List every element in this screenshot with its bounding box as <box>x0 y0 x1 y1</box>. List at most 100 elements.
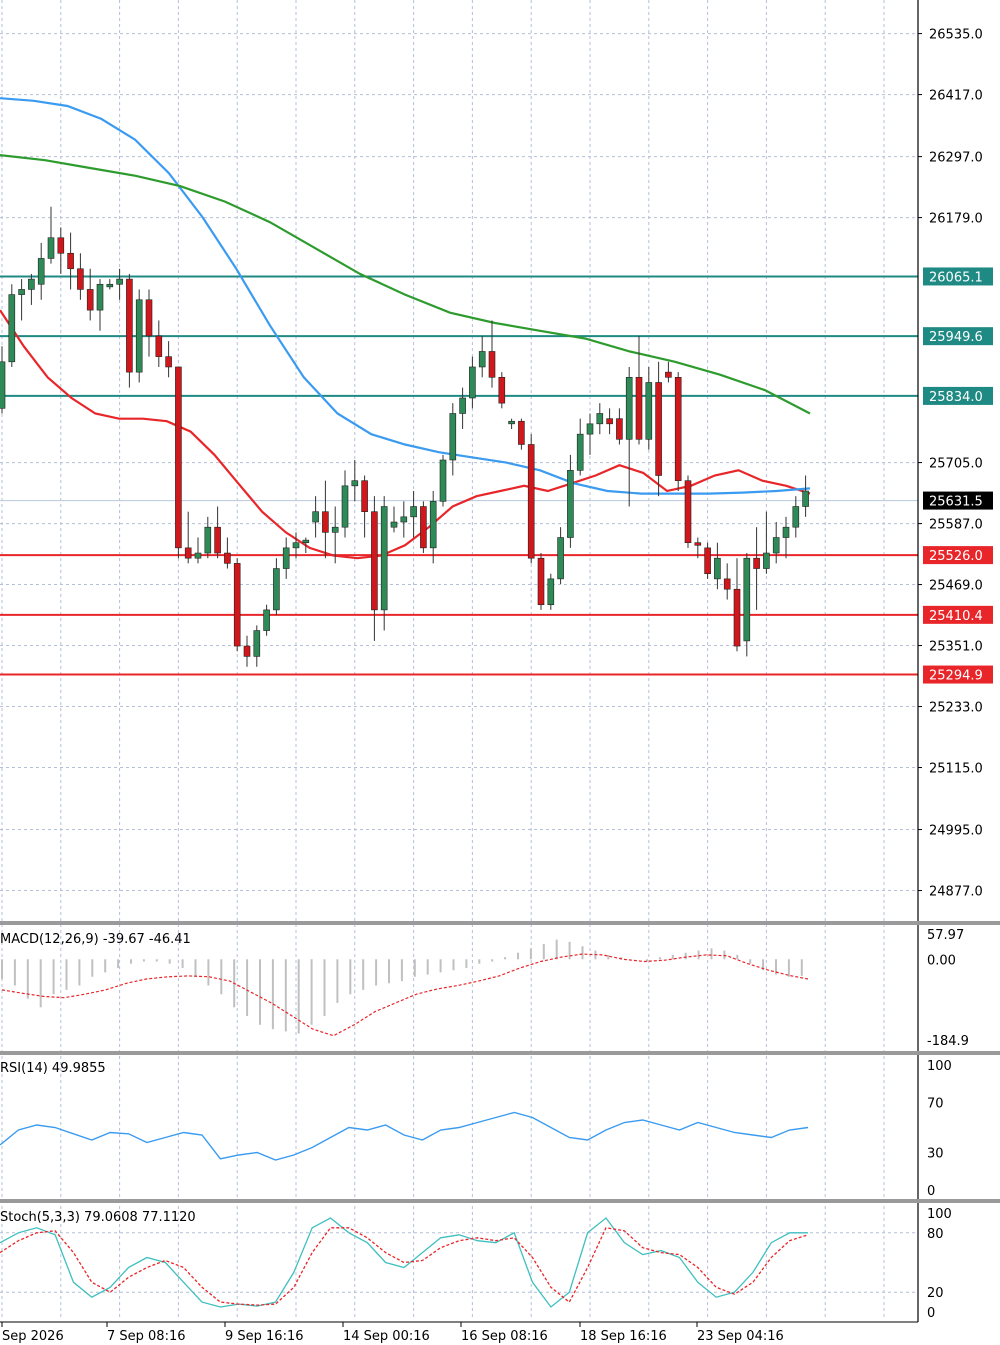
price-panel <box>0 97 918 676</box>
candle-bearish <box>527 444 535 559</box>
rsi-panel <box>0 1111 809 1161</box>
candle-bullish <box>302 539 310 543</box>
grid <box>0 0 918 1320</box>
candle-bearish <box>145 299 153 337</box>
support-price-tag <box>923 665 993 684</box>
candle-bullish <box>469 366 476 399</box>
candle-bearish <box>537 557 545 606</box>
rsi-tick-label: 100 <box>927 1059 952 1074</box>
candle-bearish <box>704 547 711 575</box>
candle-bullish <box>292 542 300 549</box>
candle-bullish <box>331 526 339 533</box>
candle-bullish <box>96 283 104 311</box>
price-tick-label: 25351.0 <box>929 640 983 655</box>
candle-bearish <box>77 268 84 290</box>
candle-bearish <box>733 588 741 647</box>
price-tick-label: 24877.0 <box>929 885 983 900</box>
macd-signal-line <box>1 953 811 1037</box>
candle-bearish <box>86 289 94 311</box>
candle-bullish <box>351 480 359 487</box>
x-tick-label: 14 Sep 00:16 <box>343 1329 430 1344</box>
candle-bearish <box>753 557 760 569</box>
candle-bullish <box>400 516 408 523</box>
x-tick-label: 9 Sep 16:16 <box>225 1329 304 1344</box>
support-price-label: 25410.4 <box>929 609 983 624</box>
candle-bearish <box>606 418 613 425</box>
price-tick-label: 26417.0 <box>929 89 983 104</box>
rsi-stoch-separator <box>0 1199 1000 1203</box>
candle-bullish <box>449 413 457 461</box>
candle-bearish <box>184 547 192 559</box>
candle-bullish <box>410 506 417 518</box>
stoch-main-line <box>0 1217 808 1308</box>
candle-bearish <box>674 377 682 481</box>
current-price-label: 25631.5 <box>929 495 983 510</box>
price-tick-label: 26179.0 <box>929 212 983 227</box>
macd-tick-label: 57.97 <box>927 928 964 943</box>
candle-bearish <box>175 366 182 549</box>
support-price-tag <box>923 546 993 565</box>
candle-bearish <box>635 377 643 440</box>
price-tick-label: 25587.0 <box>929 518 983 533</box>
moving-average-line <box>0 154 811 415</box>
candle-bullish <box>37 258 45 285</box>
candle-bullish <box>341 485 349 528</box>
candle-bullish <box>782 526 790 538</box>
candle-bullish <box>586 423 594 435</box>
moving-average-line <box>0 309 811 560</box>
candle-bearish <box>694 542 702 546</box>
support-price-label: 25294.9 <box>929 669 983 684</box>
resistance-price-tag <box>923 386 993 405</box>
candle-bearish <box>165 356 172 368</box>
candle-bullish <box>0 361 6 409</box>
candle-bearish <box>723 578 731 590</box>
macd-tick-label: -184.9 <box>927 1034 969 1049</box>
candle-bullish <box>802 490 809 507</box>
macd-title: MACD(12,26,9) -39.67 -46.41 <box>0 932 191 947</box>
candle-bullish <box>194 552 202 559</box>
candle-bearish <box>488 351 496 378</box>
macd-rsi-separator <box>0 1051 1000 1055</box>
x-tick-label: 7 Sep 08:16 <box>107 1329 186 1344</box>
support-price-tag <box>923 605 993 624</box>
price-tick-label: 25705.0 <box>929 457 983 472</box>
support-price-label: 25526.0 <box>929 549 983 564</box>
candle-bullish <box>263 609 270 631</box>
candle-bearish <box>155 335 163 357</box>
candle-bearish <box>655 382 662 476</box>
price-tick-label: 26297.0 <box>929 151 983 166</box>
candle-bearish <box>665 371 672 378</box>
stoch-tick-label: 0 <box>927 1306 935 1321</box>
candle-bullish <box>547 578 555 606</box>
price-tick-label: 25469.0 <box>929 579 983 594</box>
candle-bearish <box>224 552 231 564</box>
candle-bullish <box>439 459 447 502</box>
resistance-price-label: 26065.1 <box>929 270 983 285</box>
stoch-signal-line <box>0 1227 809 1306</box>
candle-bullish <box>557 537 564 580</box>
price-macd-separator <box>0 921 1000 925</box>
candle-bullish <box>772 537 780 554</box>
candle-bearish <box>233 563 241 647</box>
candle-bearish <box>67 252 74 270</box>
candle-bullish <box>429 501 437 549</box>
candle-bearish <box>243 645 251 657</box>
x-tick-label: Sep 2026 <box>2 1329 64 1344</box>
resistance-price-label: 25949.6 <box>929 330 983 345</box>
rsi-tick-label: 70 <box>927 1097 944 1112</box>
moving-average-line <box>0 97 811 495</box>
candle-bearish <box>498 377 506 404</box>
candle-bearish <box>57 237 65 254</box>
candle-bullish <box>390 521 398 528</box>
current-price-tag <box>923 491 993 510</box>
price-tick-label: 25233.0 <box>929 701 983 716</box>
candle-bullish <box>478 351 486 368</box>
candle-bullish <box>508 420 515 425</box>
candle-bullish <box>106 283 114 288</box>
candle-bullish <box>135 299 143 373</box>
rsi-tick-label: 0 <box>927 1184 935 1199</box>
x-tick-label: 18 Sep 16:16 <box>580 1329 667 1344</box>
candle-bullish <box>380 506 388 611</box>
candle-bearish <box>214 526 221 554</box>
